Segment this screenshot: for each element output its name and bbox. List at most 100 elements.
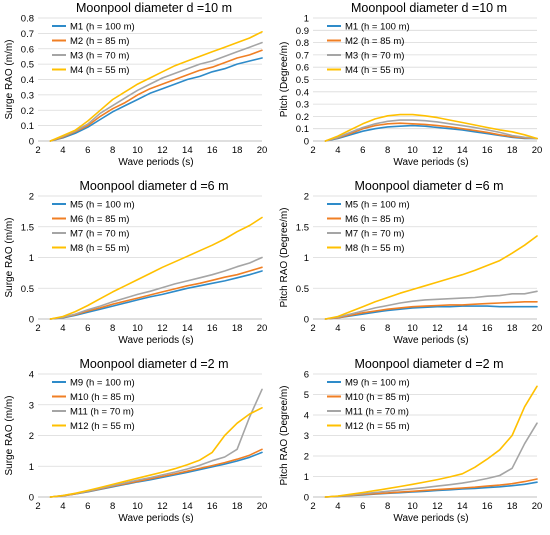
legend-label: M1 (h = 100 m)	[70, 22, 135, 33]
legend-label: M11 (h = 70 m)	[345, 407, 409, 418]
series-line-4	[49, 406, 263, 498]
series-line-4	[324, 385, 538, 498]
y-tick-label: 0	[29, 315, 34, 326]
x-tick-label: 12	[432, 145, 443, 156]
series-line-1	[49, 451, 263, 498]
x-tick-label: 8	[385, 145, 390, 156]
y-tick-label: 0.5	[296, 284, 309, 295]
x-tick-label: 12	[157, 501, 168, 512]
series-line-3	[49, 41, 263, 142]
chart-title: Moonpool diameter d =2 m	[354, 357, 503, 371]
x-tick-label: 8	[110, 501, 115, 512]
x-tick-label: 4	[60, 323, 65, 334]
legend-label: M3 (h = 70 m)	[70, 51, 129, 62]
chart-title: Moonpool diameter d =6 m	[79, 179, 228, 193]
legend-label: M4 (h = 55 m)	[70, 65, 129, 76]
x-tick-label: 8	[385, 323, 390, 334]
x-tick-label: 18	[232, 145, 243, 156]
x-tick-label: 10	[132, 501, 143, 512]
y-tick-label: 2	[304, 192, 309, 203]
chart-svg: Moonpool diameter d =6 m 0 0.5 1 1.5 2 2 4 6 8 10 1…	[4, 179, 268, 346]
legend-label: M8 (h = 55 m)	[345, 243, 404, 254]
y-tick-label: 0.2	[21, 106, 34, 117]
y-tick-label: 0.6	[296, 63, 309, 74]
x-tick-label: 8	[110, 145, 115, 156]
chart-panel-1: Moonpool diameter d =10 m 0 0.1 0.2 0.3 0.4 0.…	[0, 0, 275, 178]
legend-label: M6 (h = 85 m)	[70, 214, 129, 225]
x-tick-label: 16	[207, 501, 218, 512]
x-tick-label: 12	[432, 501, 443, 512]
legend-label: M4 (h = 55 m)	[345, 65, 404, 76]
y-tick-label: 2	[304, 452, 309, 463]
y-tick-label: 1	[304, 472, 309, 483]
x-tick-label: 20	[257, 501, 268, 512]
y-tick-label: 0.5	[21, 284, 34, 295]
x-tick-label: 18	[507, 323, 518, 334]
legend-label: M12 (h = 55 m)	[345, 421, 410, 432]
chart-title: Moonpool diameter d =10 m	[76, 1, 232, 15]
x-tick-label: 6	[360, 145, 365, 156]
x-tick-label: 18	[507, 501, 518, 512]
x-axis-label: Wave periods (s)	[118, 157, 193, 168]
x-tick-label: 6	[85, 501, 90, 512]
legend-label: M7 (h = 70 m)	[345, 229, 404, 240]
legend-label: M12 (h = 55 m)	[70, 421, 135, 432]
x-tick-label: 10	[407, 323, 418, 334]
legend-label: M5 (h = 100 m)	[345, 200, 410, 211]
y-tick-label: 2	[29, 192, 34, 203]
y-tick-label: 0.8	[21, 14, 34, 25]
legend-label: M2 (h = 85 m)	[345, 36, 404, 47]
x-tick-label: 14	[457, 501, 468, 512]
series-line-4	[49, 30, 263, 142]
chart-svg: Moonpool diameter d =10 m00.10.20.30.40.…	[279, 1, 542, 168]
y-tick-label: 0.8	[296, 38, 309, 49]
y-tick-label: 0.2	[296, 112, 309, 123]
y-axis-label: Pitch RAO (Degree/m)	[279, 207, 290, 307]
x-tick-label: 18	[232, 501, 243, 512]
y-tick-label: 3	[29, 400, 34, 411]
y-tick-label: 0	[304, 137, 309, 148]
legend-label: M10 (h = 85 m)	[70, 392, 135, 403]
chart-title: Moonpool diameter d =6 m	[354, 179, 503, 193]
chart-panel-3: Moonpool diameter d =6 m 0 0.5 1 1.5 2 2 4 6 8 10 1…	[0, 178, 275, 356]
legend-label: M8 (h = 55 m)	[70, 243, 129, 254]
series-line-2	[324, 301, 538, 320]
x-tick-label: 2	[35, 145, 40, 156]
x-tick-label: 14	[457, 323, 468, 334]
x-tick-label: 2	[35, 501, 40, 512]
x-axis-label: Wave periods (s)	[393, 513, 468, 524]
x-tick-label: 12	[157, 323, 168, 334]
x-tick-label: 4	[335, 323, 340, 334]
series-line-1	[324, 305, 538, 320]
x-tick-label: 20	[257, 323, 268, 334]
legend-label: M7 (h = 70 m)	[70, 229, 129, 240]
x-tick-label: 6	[85, 323, 90, 334]
y-tick-label: 4	[304, 411, 309, 422]
y-tick-label: 1	[304, 14, 309, 25]
chart-panel-4: Moonpool diameter d =6 m 0 0.5 1 1.5 2 2 4 6 8 10 1…	[275, 178, 550, 356]
x-tick-label: 2	[310, 323, 315, 334]
series-line-2	[49, 49, 263, 142]
x-tick-label: 16	[482, 145, 493, 156]
y-axis-label: Surge RAO (m/m)	[4, 39, 15, 119]
x-tick-label: 12	[432, 323, 443, 334]
series-line-3	[324, 290, 538, 320]
chart-title: Moonpool diameter d =2 m	[79, 357, 228, 371]
series-line-4	[324, 235, 538, 320]
y-tick-label: 1	[304, 253, 309, 264]
y-tick-label: 0.1	[296, 124, 309, 135]
series-line-1	[49, 57, 263, 142]
chart-panel-6: Moonpool diameter d =2 m 0 1 2 3 4 5 6 2 4 6 8 10 12 1…	[275, 356, 550, 534]
x-tick-label: 10	[132, 323, 143, 334]
y-axis-label: Pitch RAO (Degree/m)	[279, 385, 290, 485]
legend-label: M11 (h = 70 m)	[70, 407, 134, 418]
x-tick-label: 14	[182, 145, 193, 156]
series-line-2	[324, 122, 538, 142]
series-line-2	[49, 266, 263, 320]
y-tick-label: 0.5	[296, 75, 309, 86]
y-tick-label: 6	[304, 370, 309, 381]
legend-label: M3 (h = 70 m)	[345, 51, 404, 62]
